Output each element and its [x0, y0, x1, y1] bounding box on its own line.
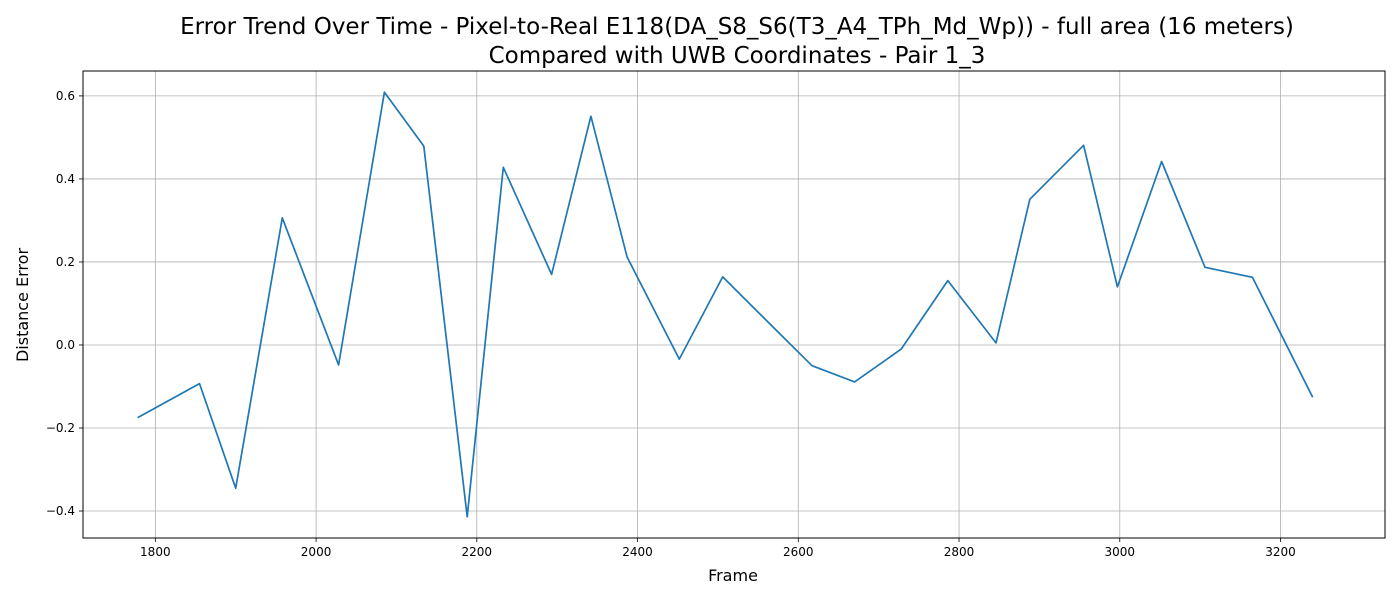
- plot-frame: [82, 70, 1386, 539]
- y-tick-label: −0.2: [46, 421, 75, 435]
- x-tick-label: 2000: [301, 545, 332, 559]
- y-axis-ticks: −0.4 −0.2 0.0 0.2 0.4 0.6: [46, 89, 83, 518]
- y-tick-label: 0.2: [56, 255, 75, 269]
- chart-title: Error Trend Over Time - Pixel-to-Real E1…: [180, 14, 1294, 40]
- x-tick-label: 2600: [783, 545, 814, 559]
- y-tick-label: 0.6: [56, 89, 75, 103]
- y-tick-label: −0.4: [46, 504, 75, 518]
- grid-lines: [83, 71, 1385, 538]
- y-tick-label: 0.0: [56, 338, 75, 352]
- x-axis-label: Frame: [708, 566, 758, 585]
- y-tick-label: 0.4: [56, 172, 75, 186]
- series-line: [137, 91, 1314, 518]
- x-axis-ticks: 1800 2000 2200 2400 2600 2800 3000 3200: [140, 538, 1296, 559]
- chart-subtitle: Compared with UWB Coordinates - Pair 1_3: [489, 43, 986, 69]
- x-tick-label: 2400: [622, 545, 653, 559]
- x-tick-label: 2200: [462, 545, 493, 559]
- x-tick-label: 3200: [1265, 545, 1296, 559]
- x-tick-label: 1800: [140, 545, 171, 559]
- data-series: [137, 91, 1314, 518]
- x-tick-label: 3000: [1105, 545, 1136, 559]
- x-tick-label: 2800: [944, 545, 975, 559]
- y-axis-label: Distance Error: [13, 248, 32, 362]
